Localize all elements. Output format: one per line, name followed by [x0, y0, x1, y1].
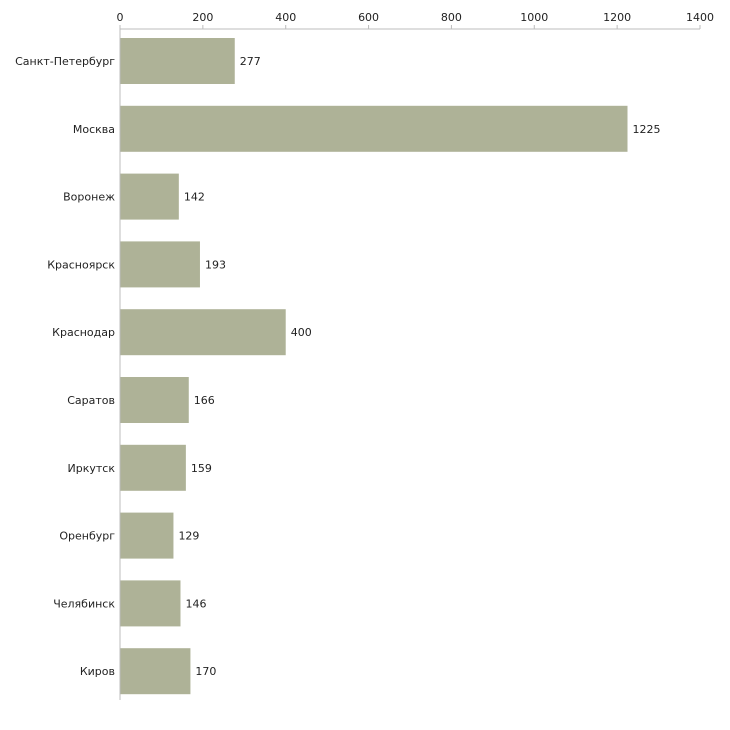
x-tick-label: 800: [441, 11, 462, 24]
bar: [120, 38, 235, 84]
category-label: Киров: [80, 665, 115, 678]
category-label: Оренбург: [59, 530, 115, 543]
x-tick-label: 400: [275, 11, 296, 24]
category-label: Иркутск: [68, 462, 116, 475]
category-label: Воронеж: [63, 191, 115, 204]
category-label: Красноярск: [47, 258, 115, 271]
bar-value-label: 400: [291, 326, 312, 339]
bar-value-label: 1225: [633, 123, 661, 136]
bar-value-label: 193: [205, 258, 226, 271]
category-label: Москва: [73, 123, 115, 136]
x-tick-label: 1200: [603, 11, 631, 24]
bar: [120, 309, 286, 356]
bar-value-label: 170: [195, 665, 216, 678]
bar: [120, 241, 200, 288]
category-label: Саратов: [67, 394, 115, 407]
category-label: Санкт-Петербург: [15, 55, 115, 68]
x-tick-label: 0: [117, 11, 124, 24]
x-tick-label: 1400: [686, 11, 714, 24]
x-tick-label: 600: [358, 11, 379, 24]
bar-value-label: 166: [194, 394, 215, 407]
x-tick-label: 1000: [520, 11, 548, 24]
bar: [120, 105, 628, 152]
bar: [120, 377, 189, 423]
y-axis: Санкт-Петербург Москва Воронеж Красноярск Кр…: [15, 29, 121, 700]
bar: [120, 580, 181, 627]
bar-value-label: 129: [178, 530, 199, 543]
bar-value-label: 146: [185, 597, 206, 610]
bar: [120, 173, 179, 220]
bar-value-label: 142: [184, 191, 205, 204]
bar: [120, 444, 186, 491]
bar-value-label: 159: [191, 462, 212, 475]
category-label: Краснодар: [52, 326, 115, 339]
x-tick-label: 200: [192, 11, 213, 24]
bar: [120, 648, 191, 695]
bar: [120, 512, 174, 559]
bars: 277 1225 142 193 400 166 159 129 146 170: [120, 38, 661, 695]
bar-value-label: 277: [240, 55, 261, 68]
category-label: Челябинск: [53, 597, 115, 610]
x-axis: 0 200 400 600 800 1000 1200 1400: [117, 11, 714, 30]
